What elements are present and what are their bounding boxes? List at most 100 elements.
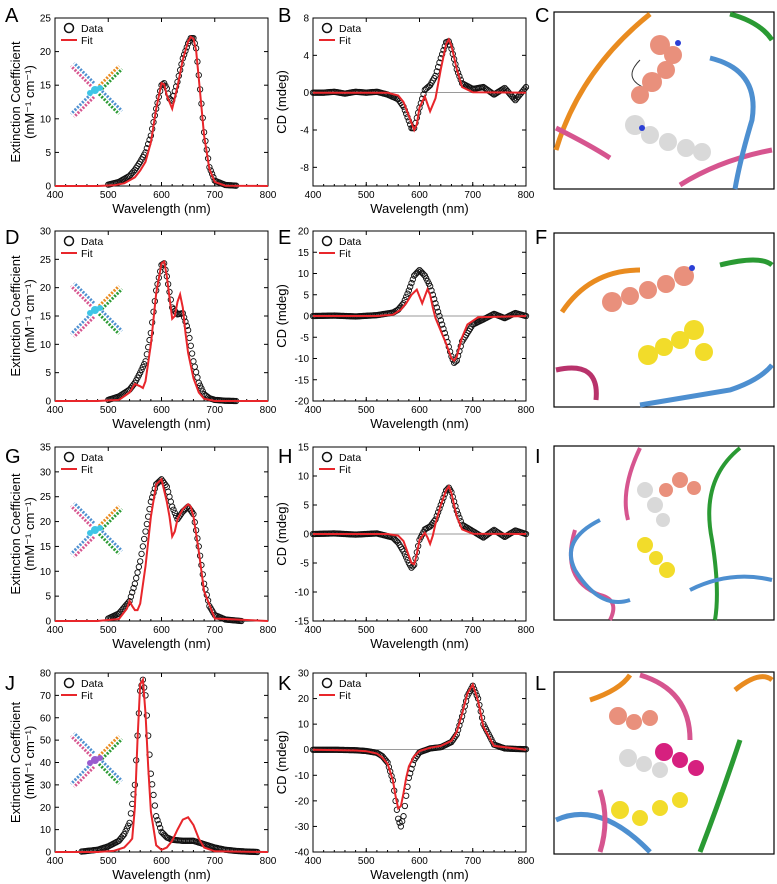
dna-junction-schematic-g bbox=[69, 501, 124, 559]
dye-aggregate bbox=[97, 525, 103, 531]
data-point bbox=[407, 283, 414, 290]
data-point bbox=[134, 569, 141, 576]
x-tick-label: 500 bbox=[358, 190, 375, 201]
y-tick-label: 20 bbox=[40, 803, 52, 814]
x-tick-label: 800 bbox=[260, 190, 277, 201]
data-point bbox=[522, 83, 530, 91]
panel-letter-i: I bbox=[535, 446, 541, 468]
data-point bbox=[135, 563, 143, 571]
data-point bbox=[141, 535, 148, 543]
x-axis-label: Wavelength (nm) bbox=[370, 201, 469, 216]
data-point bbox=[238, 617, 245, 625]
dye-molecule-magenta bbox=[655, 743, 704, 776]
legend-fit-label: Fit bbox=[339, 248, 351, 260]
data-point bbox=[521, 85, 528, 92]
x-tick-label: 700 bbox=[206, 856, 223, 867]
x-axis-label: Wavelength (nm) bbox=[370, 416, 469, 431]
data-point bbox=[405, 287, 412, 294]
x-tick-label: 800 bbox=[260, 405, 277, 416]
dna-strand-orange bbox=[559, 267, 641, 314]
helix-arm bbox=[69, 504, 93, 528]
model-frame bbox=[553, 445, 775, 621]
dye-molecule-yellow bbox=[638, 320, 713, 365]
dye-aggregate bbox=[97, 305, 103, 311]
molecular-model-c bbox=[553, 11, 775, 190]
y-tick-label: 30 bbox=[40, 467, 52, 478]
x-tick-label: 500 bbox=[358, 405, 375, 416]
chart-absorbance-g: 400 500 600 700 800 0 5 10 15 20 25 30 35 Wavelength … bbox=[8, 443, 277, 652]
panel-letter-f: F bbox=[535, 227, 547, 249]
x-tick-label: 700 bbox=[464, 625, 481, 636]
helix-arm bbox=[69, 762, 93, 786]
legend-fit-label: Fit bbox=[81, 248, 93, 260]
data-point bbox=[436, 312, 443, 320]
data-point bbox=[432, 72, 439, 80]
data-point bbox=[171, 509, 178, 517]
data-point bbox=[438, 321, 446, 328]
y-axis-label: Extinction Coefficient bbox=[8, 41, 23, 163]
dye-molecule-salmon bbox=[659, 472, 701, 497]
y-tick-label: -15 bbox=[295, 375, 310, 386]
chart-cd-e: 400 500 600 700 800 -20 -15 -10 -5 0 5 10 15 20 Wavele… bbox=[274, 227, 535, 432]
dna-strand-blue bbox=[554, 811, 652, 854]
helix-arm bbox=[100, 737, 124, 761]
dna-strand-blue bbox=[689, 574, 773, 592]
helix-arm bbox=[100, 507, 124, 531]
data-point bbox=[170, 506, 177, 513]
x-axis-label: Wavelength (nm) bbox=[370, 636, 469, 651]
dye-aggregate bbox=[87, 760, 93, 766]
fit-line bbox=[55, 676, 269, 853]
legend-data-marker bbox=[63, 235, 75, 247]
x-tick-label: 700 bbox=[206, 190, 223, 201]
helix-arm bbox=[97, 504, 121, 528]
data-series bbox=[105, 260, 240, 405]
helix-arm bbox=[97, 532, 121, 556]
legend-data-marker bbox=[321, 22, 333, 34]
data-point bbox=[143, 520, 151, 528]
y-tick-label: 0 bbox=[45, 617, 51, 628]
x-tick-label: 400 bbox=[47, 405, 64, 416]
x-tick-label: 800 bbox=[518, 405, 535, 416]
y-axis-units: (mM⁻¹ cm⁻¹) bbox=[22, 497, 37, 571]
panel-letter-d: D bbox=[5, 227, 19, 249]
data-point bbox=[409, 276, 416, 283]
helix-arm bbox=[97, 64, 121, 88]
legend-fit-label: Fit bbox=[81, 35, 93, 47]
y-tick-label: 20 bbox=[40, 47, 52, 58]
x-tick-label: 600 bbox=[411, 856, 428, 867]
y-tick-label: 70 bbox=[40, 691, 52, 702]
y-tick-label: 50 bbox=[40, 736, 52, 747]
y-tick-label: 10 bbox=[298, 472, 310, 483]
x-axis-label: Wavelength (nm) bbox=[112, 867, 211, 882]
y-tick-label: 8 bbox=[303, 14, 309, 25]
y-tick-label: -4 bbox=[300, 126, 309, 137]
y-tick-label: 15 bbox=[298, 443, 310, 454]
y-tick-label: 0 bbox=[45, 182, 51, 193]
dye-molecule-white bbox=[625, 115, 711, 161]
panel-letter-k: K bbox=[278, 673, 292, 695]
dye-aggregate bbox=[87, 90, 93, 96]
data-point bbox=[138, 550, 145, 558]
x-tick-label: 600 bbox=[411, 625, 428, 636]
y-axis-label: CD (mdeg) bbox=[274, 284, 289, 348]
data-series bbox=[309, 682, 530, 830]
y-tick-label: -10 bbox=[295, 354, 310, 365]
helix-arm bbox=[69, 312, 93, 336]
y-tick-label: 25 bbox=[40, 14, 52, 25]
y-tick-label: 60 bbox=[40, 713, 52, 724]
y-tick-label: 25 bbox=[40, 255, 52, 266]
y-tick-label: 10 bbox=[40, 825, 52, 836]
x-tick-label: 400 bbox=[47, 856, 64, 867]
legend-data-label: Data bbox=[339, 452, 361, 464]
fit-line bbox=[55, 35, 269, 187]
y-tick-label: 10 bbox=[298, 720, 310, 731]
y-axis-label: CD (mdeg) bbox=[274, 731, 289, 795]
y-tick-label: 25 bbox=[40, 492, 52, 503]
legend-data-label: Data bbox=[339, 23, 361, 35]
dye-molecule-salmon bbox=[609, 707, 658, 730]
data-point bbox=[168, 503, 176, 510]
data-point bbox=[400, 813, 407, 820]
dna-strand-green bbox=[697, 739, 743, 853]
y-tick-label: 40 bbox=[40, 758, 52, 769]
